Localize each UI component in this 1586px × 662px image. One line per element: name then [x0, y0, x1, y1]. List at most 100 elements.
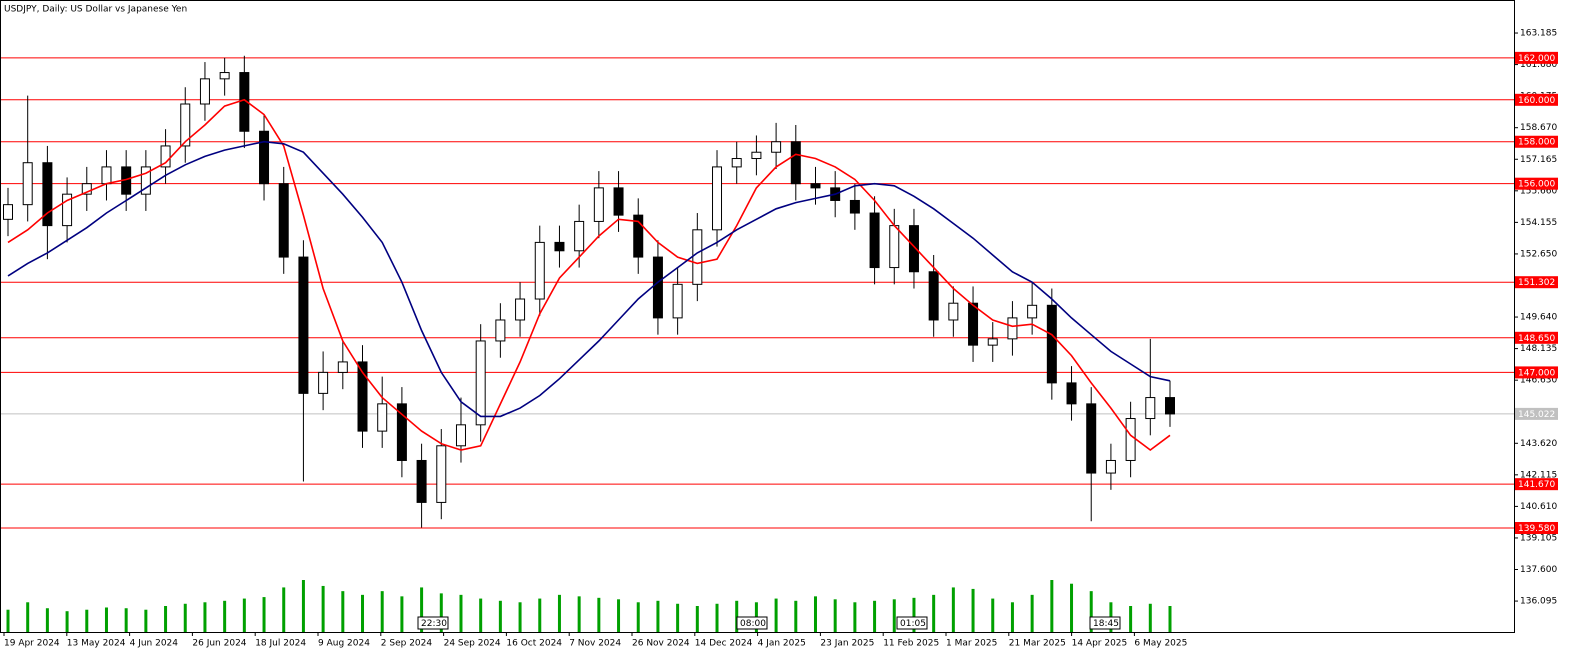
volume-bar: [104, 607, 108, 632]
volume-bar: [676, 603, 680, 632]
candle-body: [751, 151, 762, 160]
volume-bar: [538, 598, 542, 632]
volume-bar: [715, 603, 719, 632]
candle-body: [337, 361, 348, 373]
x-tick-label: 14 Dec 2024: [695, 639, 753, 649]
separator-box: [1089, 616, 1121, 630]
level-label: 160.000: [1518, 96, 1555, 106]
candle-body: [1145, 397, 1156, 420]
y-tick-label: 148.135: [1520, 344, 1557, 354]
separator-box: [896, 616, 928, 630]
y-tick-label: 137.600: [1520, 565, 1557, 575]
volume-bar: [242, 598, 246, 632]
candle-body: [613, 187, 624, 216]
volume-bar: [833, 599, 837, 632]
volume-bar: [65, 611, 69, 632]
volume-bar: [1129, 606, 1133, 632]
volume-bar: [282, 587, 286, 632]
candle-body: [62, 193, 73, 227]
volume-bar: [656, 600, 660, 632]
candle-body: [278, 183, 289, 258]
x-tick-label: 24 Sep 2024: [444, 639, 501, 649]
y-tick-label: 146.630: [1520, 376, 1557, 386]
level-label: 151.302: [1518, 278, 1555, 288]
candle-body: [672, 283, 683, 319]
last-price-box: [1515, 407, 1558, 420]
volume-bar: [932, 594, 936, 632]
level-label-box: [1515, 177, 1558, 190]
volume-bar: [853, 602, 857, 632]
x-tick-label: 26 Nov 2024: [632, 639, 690, 649]
volume-bar: [321, 585, 325, 632]
volume-bar: [951, 587, 955, 632]
x-tick-label: 4 Jun 2024: [130, 639, 179, 649]
y-tick-label: 158.670: [1520, 123, 1557, 133]
x-tick-label: 2 Sep 2024: [381, 639, 433, 649]
volume-bar: [223, 600, 227, 632]
candle-body: [180, 103, 191, 147]
candle-body: [3, 204, 13, 220]
level-label: 162.000: [1518, 54, 1555, 64]
candle-body: [574, 220, 585, 252]
level-label-box: [1515, 521, 1558, 534]
candle-body: [889, 225, 900, 269]
separator-box: [736, 616, 768, 630]
y-tick-label: 161.680: [1520, 60, 1557, 70]
volume-bar: [479, 598, 483, 632]
separator-label: 08:00: [740, 619, 766, 629]
volume-bar: [1089, 591, 1093, 632]
x-tick-label: 26 Jun 2024: [192, 639, 246, 649]
volume-bar: [26, 602, 30, 632]
level-label-box: [1515, 135, 1558, 148]
level-label: 147.000: [1518, 368, 1555, 378]
candle-body: [1066, 382, 1077, 405]
candle-body: [712, 166, 723, 231]
candle-body: [199, 78, 210, 105]
separator-box: [417, 616, 449, 630]
volume-bar: [1148, 603, 1152, 632]
volume-bar: [735, 600, 739, 632]
moving-average: [7, 140, 1171, 418]
level-label: 156.000: [1518, 180, 1555, 190]
candle-body: [1027, 304, 1038, 319]
y-tick-label: 163.185: [1520, 29, 1557, 39]
candle-body: [416, 459, 427, 503]
level-label: 141.670: [1518, 480, 1555, 490]
y-tick-label: 136.095: [1520, 597, 1557, 607]
level-label: 139.580: [1518, 524, 1555, 534]
x-tick-label: 1 Mar 2025: [946, 639, 997, 649]
candle-body: [1007, 317, 1018, 340]
moving-average: [7, 98, 1171, 451]
x-tick-label: 19 Apr 2024: [4, 639, 60, 649]
volume-bar: [45, 608, 49, 632]
volume-bar: [971, 588, 975, 632]
candle-body: [377, 403, 388, 432]
candle-body: [259, 130, 270, 185]
x-tick-label: 23 Jan 2025: [820, 639, 874, 649]
x-tick-label: 9 Aug 2024: [318, 639, 370, 649]
candle-body: [160, 145, 171, 168]
candle-body: [593, 187, 604, 222]
x-tick-label: 4 Jan 2025: [758, 639, 806, 649]
volume-bar: [617, 599, 621, 632]
volume-bar: [380, 591, 384, 632]
candle-body: [968, 302, 979, 346]
x-tick-label: 16 Oct 2024: [506, 639, 562, 649]
candle-body: [869, 212, 880, 269]
last-price-label: 145.022: [1518, 410, 1555, 420]
x-tick-label: 11 Feb 2025: [883, 639, 939, 649]
candle-body: [42, 162, 53, 227]
candle-body: [1165, 397, 1175, 415]
volume-bar: [341, 591, 345, 632]
volume-bar: [1050, 580, 1054, 632]
candle-body: [436, 445, 447, 503]
candle-body: [396, 403, 407, 461]
candle-body: [455, 424, 466, 447]
volume-bar: [597, 597, 601, 632]
candle-body: [298, 256, 309, 394]
volume-bar: [85, 609, 89, 632]
volume-bar: [301, 580, 305, 632]
volume-bar: [459, 594, 463, 632]
candle-body: [849, 199, 860, 214]
